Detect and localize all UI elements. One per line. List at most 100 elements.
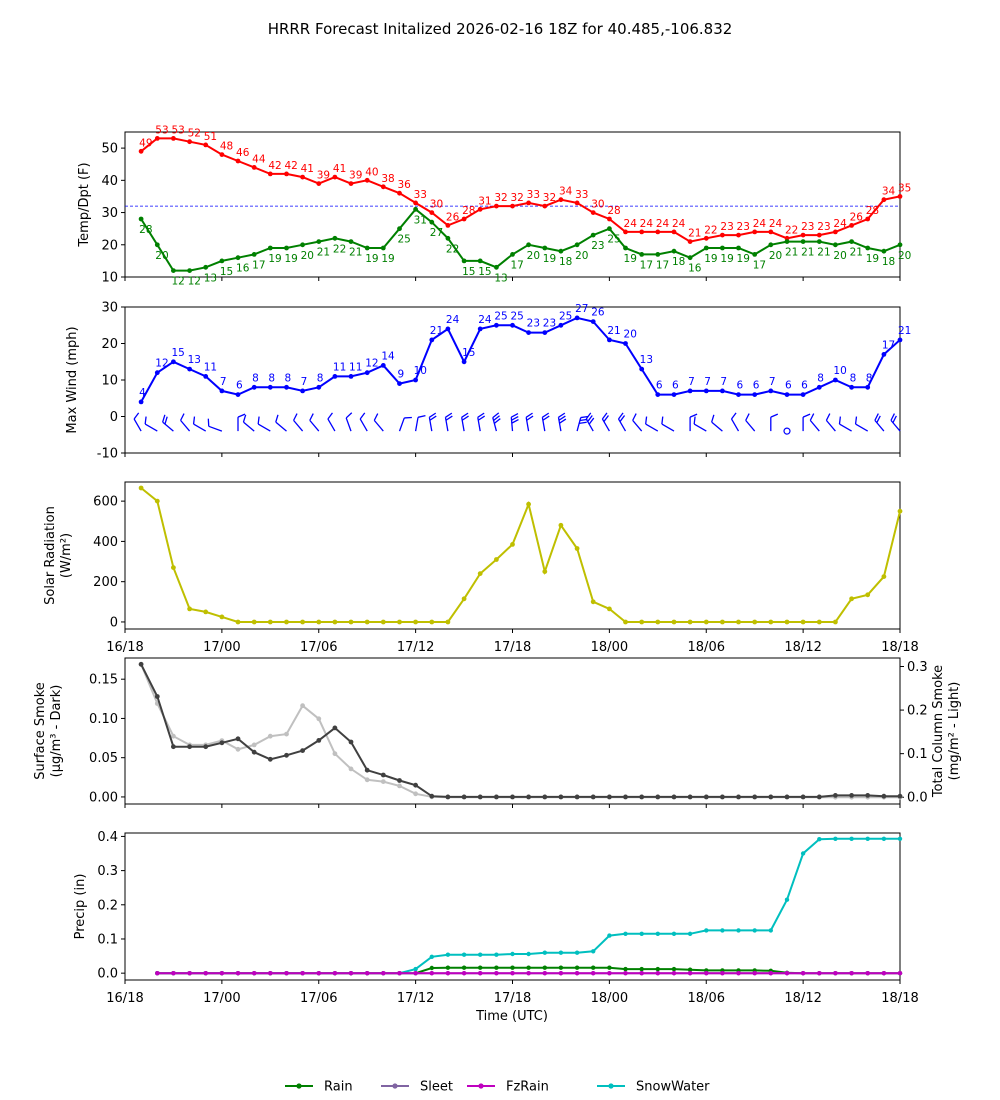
wind-barb-flag: [237, 413, 246, 418]
y-tick-label: 0.4: [97, 830, 118, 845]
fzrain-point: [591, 971, 596, 976]
wind-barb-flag: [542, 412, 550, 418]
temperature-point: [429, 210, 435, 216]
wind-barb-flag: [492, 412, 500, 419]
max-wind-data-label: 21: [607, 325, 620, 337]
temperature-data-label: 24: [833, 218, 847, 230]
dewpoint-data-label: 13: [204, 272, 217, 284]
axes-frame: [124, 481, 901, 630]
dewpoint-point: [413, 206, 418, 212]
temperature-point: [510, 203, 515, 209]
wind-barb: [414, 414, 426, 432]
wind-barb-flag: [162, 414, 166, 423]
dewpoint-point: [542, 245, 548, 251]
snowwater-point: [736, 928, 741, 933]
x-tick-label: 18/00: [591, 991, 628, 1006]
max-wind-point: [865, 384, 871, 390]
fzrain-point: [365, 971, 370, 976]
solar-radiation-point: [526, 501, 531, 507]
total-column-smoke-point: [397, 783, 402, 789]
solar-radiation-point: [671, 619, 677, 625]
dewpoint-data-label: 19: [381, 253, 394, 265]
wind-barb-staff: [257, 423, 271, 432]
y-tick-label: 10: [101, 271, 118, 286]
fzrain-point: [316, 971, 321, 976]
y-tick-label: 30: [101, 206, 118, 221]
max-wind-point: [590, 319, 596, 324]
y-tick-label: 0.3: [97, 864, 118, 879]
fzrain-point: [235, 971, 241, 976]
dewpoint-data-label: 20: [527, 250, 540, 262]
snowwater-point: [461, 952, 467, 957]
total-column-smoke-line: [140, 663, 900, 799]
solar-radiation-point: [397, 619, 402, 625]
wind-barb: [398, 416, 412, 432]
solar-radiation-point: [187, 606, 193, 612]
y-tick-label: 50: [101, 142, 118, 157]
fzrain-point: [687, 971, 693, 976]
max-wind-data-label: 6: [737, 380, 744, 392]
dewpoint-point: [477, 258, 483, 264]
solar-radiation-point: [784, 619, 790, 625]
solar-radiation-point: [154, 498, 160, 504]
wind-barb-flag: [309, 413, 314, 421]
dewpoint-point: [897, 242, 903, 248]
surface-smoke-point: [380, 772, 386, 778]
surface-smoke-point: [477, 794, 483, 800]
rain-point: [445, 965, 451, 970]
max-wind-data-label: 6: [785, 380, 792, 392]
wind-barb-flag: [542, 415, 550, 421]
wind-barb-flag: [558, 415, 566, 421]
fzrain-point: [574, 971, 580, 976]
dewpoint-point: [687, 255, 693, 261]
wind-barb-flag: [890, 413, 896, 421]
solar-radiation-point: [558, 522, 564, 528]
axes-frame: [124, 657, 901, 805]
y-tick-label: 600: [93, 495, 118, 510]
total-column-smoke-point: [251, 742, 257, 748]
legend-swatch-marker: [608, 1083, 614, 1089]
surface-smoke-point: [445, 794, 451, 800]
max-wind-data-label: 24: [478, 314, 492, 326]
wind-barb: [327, 412, 336, 432]
dewpoint-point: [558, 248, 564, 254]
max-wind-point: [348, 374, 354, 379]
wind-barb: [825, 413, 836, 432]
total-column-smoke-point: [267, 733, 273, 739]
max-wind-point: [800, 392, 806, 397]
y-tick-label: 30: [101, 301, 118, 316]
fzrain-point: [849, 971, 854, 976]
solar-radiation-line: [140, 487, 901, 623]
temperature-point: [300, 174, 305, 180]
wind-barb: [144, 416, 158, 432]
temperature-point: [784, 235, 790, 241]
dewpoint-point: [138, 216, 144, 222]
fzrain-point: [720, 971, 725, 976]
max-wind-point: [203, 374, 209, 379]
solar-radiation-point: [542, 569, 548, 574]
dewpoint-point: [590, 232, 596, 238]
wind-barb: [373, 413, 384, 432]
wind-barb-flag: [477, 412, 485, 418]
temperature-data-label: 21: [688, 228, 701, 240]
dewpoint-data-label: 31: [414, 214, 427, 226]
temperature-data-label: 32: [494, 192, 507, 204]
surface-smoke-point: [251, 749, 257, 755]
y-tick-label: 0.1: [97, 932, 118, 947]
temperature-data-label: 41: [333, 163, 346, 175]
wind-barb-flag: [373, 413, 379, 421]
dewpoint-data-label: 21: [801, 247, 814, 259]
fzrain-point: [171, 971, 176, 976]
wind-barb-staff: [193, 423, 207, 432]
snowwater-point: [849, 836, 854, 841]
dewpoint-point: [607, 226, 612, 232]
fzrain-point: [817, 971, 822, 976]
solar-radiation-point: [816, 619, 822, 625]
temperature-data-label: 28: [607, 205, 620, 217]
max-wind-data-label: 8: [268, 372, 275, 384]
x-tick-labels: 16/18 16/18 17/00 17/00 17/06 17/06 17/12 17/12…: [106, 640, 918, 1006]
max-wind-data-label: 27: [575, 303, 588, 315]
dewpoint-point: [671, 248, 677, 254]
surface-smoke-point: [590, 794, 596, 800]
